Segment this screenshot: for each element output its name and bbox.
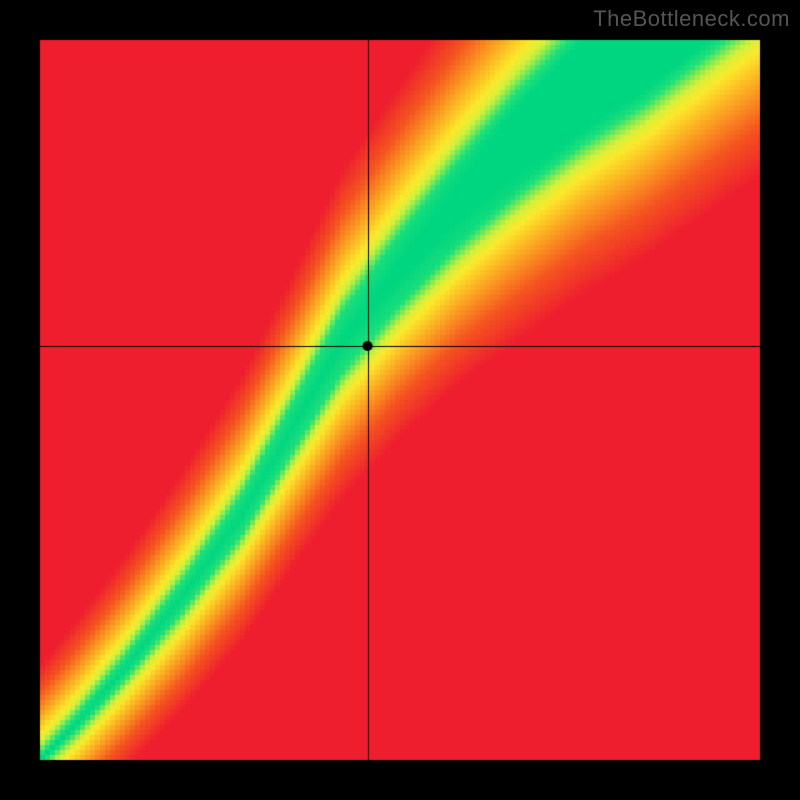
bottleneck-heatmap-canvas: [0, 0, 800, 800]
watermark-text: TheBottleneck.com: [593, 6, 790, 32]
bottleneck-heatmap-container: TheBottleneck.com: [0, 0, 800, 800]
